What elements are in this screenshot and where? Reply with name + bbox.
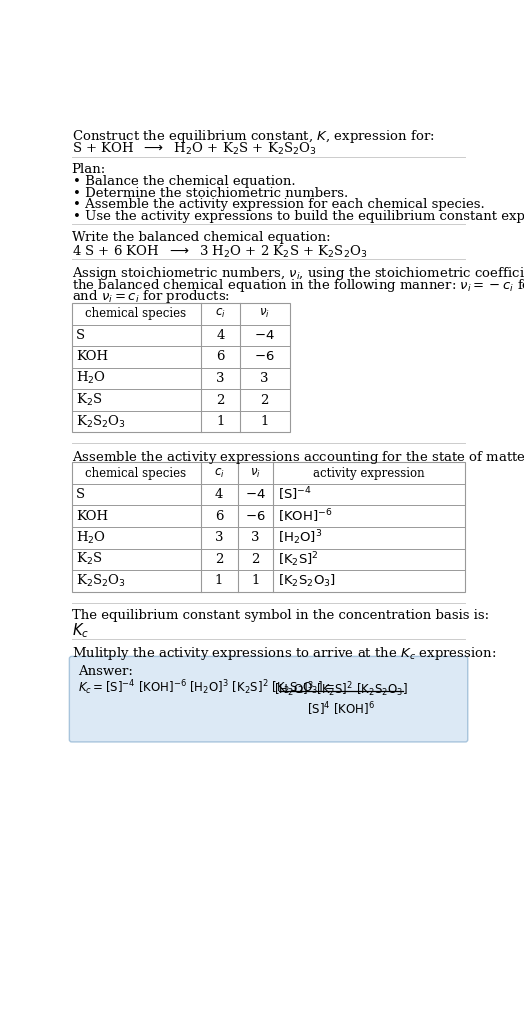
Text: $-6$: $-6$ (254, 351, 275, 363)
Text: Plan:: Plan: (72, 163, 106, 176)
Bar (72, 303, 290, 432)
Text: $[\mathrm{K_2S}]^{2}$: $[\mathrm{K_2S}]^{2}$ (278, 550, 319, 569)
Text: the balanced chemical equation in the following manner: $\nu_i = -c_i$ for react: the balanced chemical equation in the fo… (72, 277, 524, 294)
Text: Assemble the activity expressions accounting for the state of matter and $\nu_i$: Assemble the activity expressions accoun… (72, 450, 524, 466)
Text: $-4$: $-4$ (245, 488, 266, 501)
Text: $c_i$: $c_i$ (215, 307, 226, 320)
Text: Construct the equilibrium constant, $K$, expression for:: Construct the equilibrium constant, $K$,… (72, 128, 434, 145)
Text: 1: 1 (216, 415, 225, 428)
Text: The equilibrium constant symbol in the concentration basis is:: The equilibrium constant symbol in the c… (72, 609, 489, 621)
Text: H$_2$O: H$_2$O (77, 530, 106, 546)
Text: • Balance the chemical equation.: • Balance the chemical equation. (73, 175, 296, 188)
Text: $-4$: $-4$ (254, 328, 275, 342)
Text: K$_2$S$_2$O$_3$: K$_2$S$_2$O$_3$ (77, 414, 126, 429)
Text: • Determine the stoichiometric numbers.: • Determine the stoichiometric numbers. (73, 187, 348, 199)
Text: 3: 3 (260, 372, 269, 385)
Text: $K_c = [\mathrm{S}]^{-4}\ [\mathrm{KOH}]^{-6}\ [\mathrm{H_2O}]^{3}\ [\mathrm{K_2: $K_c = [\mathrm{S}]^{-4}\ [\mathrm{KOH}]… (78, 678, 335, 698)
Text: 4: 4 (215, 488, 223, 501)
Text: and $\nu_i = c_i$ for products:: and $\nu_i = c_i$ for products: (72, 289, 230, 305)
Text: chemical species: chemical species (85, 467, 186, 480)
Text: 3: 3 (216, 372, 225, 385)
Bar (72, 463, 465, 592)
Text: 4: 4 (216, 328, 225, 342)
Text: $[\mathrm{K_2S_2O_3}]$: $[\mathrm{K_2S_2O_3}]$ (278, 573, 336, 589)
Text: 1: 1 (215, 575, 223, 588)
Text: S: S (77, 488, 85, 501)
Text: $c_i$: $c_i$ (214, 467, 224, 480)
Text: K$_2$S$_2$O$_3$: K$_2$S$_2$O$_3$ (77, 573, 126, 589)
Text: 2: 2 (260, 394, 269, 407)
Text: H$_2$O: H$_2$O (77, 370, 106, 386)
Text: 4 S + 6 KOH  $\longrightarrow$  3 H$_2$O + 2 K$_2$S + K$_2$S$_2$O$_3$: 4 S + 6 KOH $\longrightarrow$ 3 H$_2$O +… (72, 244, 367, 259)
Text: 2: 2 (216, 394, 225, 407)
Text: S: S (77, 328, 85, 342)
Text: S + KOH  $\longrightarrow$  H$_2$O + K$_2$S + K$_2$S$_2$O$_3$: S + KOH $\longrightarrow$ H$_2$O + K$_2$… (72, 141, 316, 158)
Text: $[\mathrm{KOH}]^{-6}$: $[\mathrm{KOH}]^{-6}$ (278, 507, 332, 525)
Text: • Assemble the activity expression for each chemical species.: • Assemble the activity expression for e… (73, 198, 485, 212)
Text: 1: 1 (251, 575, 259, 588)
Text: $-6$: $-6$ (245, 510, 266, 523)
Text: 1: 1 (260, 415, 269, 428)
Text: activity expression: activity expression (313, 467, 425, 480)
Text: 3: 3 (251, 531, 259, 544)
Text: $[\mathrm{H_2O}]^{3}$: $[\mathrm{H_2O}]^{3}$ (278, 529, 322, 547)
Text: $[\mathrm{S}]^{-4}$: $[\mathrm{S}]^{-4}$ (278, 486, 312, 503)
Text: Mulitply the activity expressions to arrive at the $K_c$ expression:: Mulitply the activity expressions to arr… (72, 645, 496, 662)
Text: 6: 6 (216, 351, 225, 363)
Text: KOH: KOH (77, 351, 108, 363)
Text: $K_c$: $K_c$ (72, 621, 89, 641)
Text: 2: 2 (215, 553, 223, 565)
FancyBboxPatch shape (69, 656, 468, 741)
Text: $\nu_i$: $\nu_i$ (250, 467, 261, 480)
Text: • Use the activity expressions to build the equilibrium constant expression.: • Use the activity expressions to build … (73, 210, 524, 223)
Text: $[\mathrm{H_2O}]^3\ [\mathrm{K_2S}]^2\ [\mathrm{K_2S_2O_3}]$: $[\mathrm{H_2O}]^3\ [\mathrm{K_2S}]^2\ [… (274, 680, 408, 699)
Text: K$_2$S: K$_2$S (77, 392, 103, 408)
Text: 2: 2 (251, 553, 259, 565)
Text: Answer:: Answer: (78, 665, 133, 678)
Text: Assign stoichiometric numbers, $\nu_i$, using the stoichiometric coefficients, $: Assign stoichiometric numbers, $\nu_i$, … (72, 265, 524, 283)
Text: K$_2$S: K$_2$S (77, 551, 103, 567)
Text: $[\mathrm{S}]^4\ [\mathrm{KOH}]^6$: $[\mathrm{S}]^4\ [\mathrm{KOH}]^6$ (307, 701, 375, 718)
Text: KOH: KOH (77, 510, 108, 523)
Text: 6: 6 (215, 510, 223, 523)
Text: 3: 3 (215, 531, 223, 544)
Text: $\nu_i$: $\nu_i$ (259, 307, 270, 320)
Text: Write the balanced chemical equation:: Write the balanced chemical equation: (72, 231, 330, 244)
Text: chemical species: chemical species (85, 307, 186, 320)
